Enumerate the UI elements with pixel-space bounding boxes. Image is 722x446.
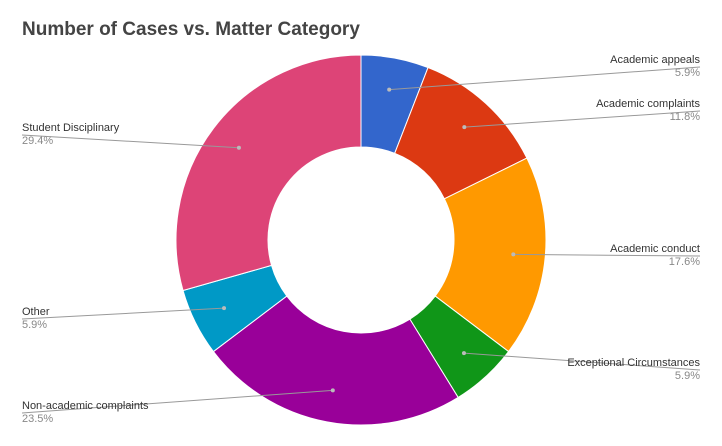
label-academic-complaints: Academic complaints <box>596 98 700 110</box>
slices <box>175 54 547 426</box>
label-academic-appeals: Academic appeals <box>610 54 700 66</box>
slice-non-academic-complaints <box>212 295 459 426</box>
leader-dot-academic-complaints <box>462 125 467 130</box>
label-non-academic-complaints: Non-academic complaints <box>22 400 149 412</box>
slice-academic-conduct <box>434 157 547 353</box>
leader-line-student-disciplinary <box>21 134 239 149</box>
percent-non-academic-complaints: 23.5% <box>22 413 53 425</box>
leader-line-academic-appeals <box>389 66 701 91</box>
leader-line-other <box>21 307 225 320</box>
leader-dot-non-academic-complaints <box>330 388 335 393</box>
label-academic-conduct: Academic conduct <box>610 243 700 255</box>
leader-dot-student-disciplinary <box>236 145 241 150</box>
chart-title: Number of Cases vs. Matter Category <box>22 19 360 40</box>
leader-dot-exceptional-circumstances <box>461 351 466 356</box>
leader-dot-academic-appeals <box>387 87 392 92</box>
percent-academic-appeals: 5.9% <box>675 67 700 79</box>
leader-line-academic-conduct <box>513 253 701 257</box>
leader-line-non-academic-complaints <box>21 389 333 414</box>
percent-academic-complaints: 11.8% <box>670 111 701 123</box>
leader-dot-other <box>222 306 227 311</box>
percent-other: 5.9% <box>22 319 47 331</box>
percent-academic-conduct: 17.6% <box>669 256 700 268</box>
label-student-disciplinary: Student Disciplinary <box>22 122 120 134</box>
leader-dot-academic-conduct <box>511 252 516 257</box>
percent-student-disciplinary: 29.4% <box>22 135 53 147</box>
leader-line-academic-complaints <box>464 110 701 128</box>
percent-exceptional-circumstances: 5.9% <box>675 370 700 382</box>
slice-student-disciplinary <box>175 54 362 292</box>
label-exceptional-circumstances: Exceptional Circumstances <box>567 357 700 369</box>
leader-line-exceptional-circumstances <box>463 352 701 371</box>
label-other: Other <box>22 306 50 318</box>
